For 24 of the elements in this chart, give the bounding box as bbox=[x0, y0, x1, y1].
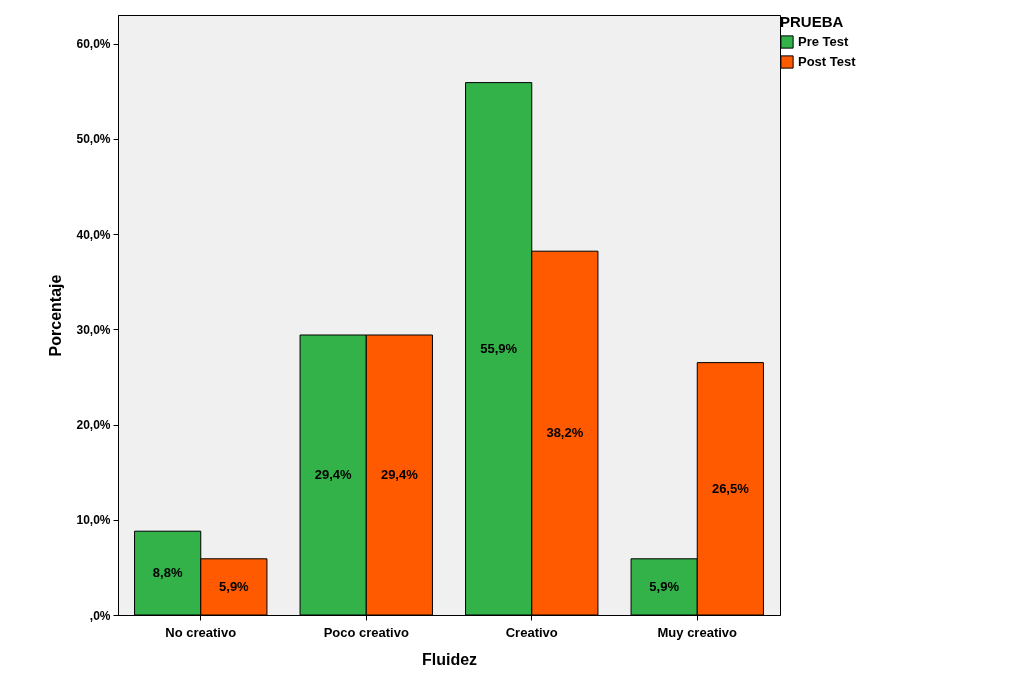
legend-label: Pre Test bbox=[798, 34, 850, 49]
y-tick-label: 40,0% bbox=[76, 227, 111, 242]
x-tick-label: Creativo bbox=[505, 624, 558, 640]
data-label: 38,2% bbox=[546, 425, 584, 441]
data-label: 29,4% bbox=[314, 467, 353, 482]
y-tick-label: 20,0% bbox=[76, 418, 111, 433]
data-label: 26,5% bbox=[711, 480, 750, 496]
y-axis-title: Porcentaje bbox=[47, 274, 65, 357]
y-tick-label: 60,0% bbox=[76, 37, 111, 52]
data-label: 55,9% bbox=[480, 340, 518, 356]
x-tick-label: Muy creativo bbox=[657, 624, 738, 640]
x-tick-label: No creativo bbox=[165, 624, 237, 640]
data-label: 8,8% bbox=[152, 565, 183, 581]
data-label: 5,9% bbox=[649, 578, 680, 594]
y-tick-label: 50,0% bbox=[76, 132, 111, 147]
legend-title: PRUEBA bbox=[780, 13, 844, 30]
y-tick-label: ,0% bbox=[89, 608, 111, 623]
data-label: 29,4% bbox=[380, 467, 419, 482]
legend-label: Post Test bbox=[798, 54, 857, 69]
x-axis-title: Fluidez bbox=[421, 650, 478, 668]
data-label: 5,9% bbox=[219, 578, 250, 594]
x-tick-label: Poco creativo bbox=[323, 624, 409, 640]
y-tick-label: 30,0% bbox=[76, 322, 111, 337]
y-tick-label: 10,0% bbox=[76, 513, 111, 528]
